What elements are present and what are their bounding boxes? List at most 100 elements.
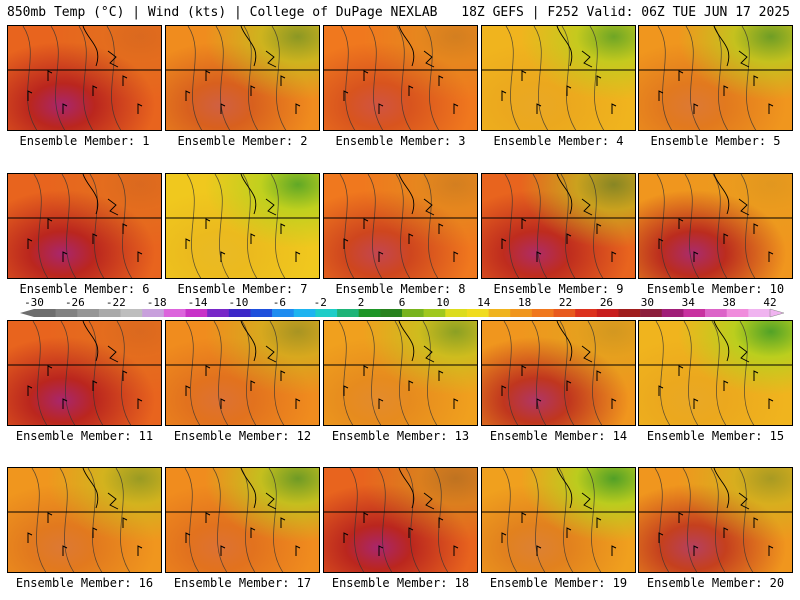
coastline: [713, 468, 750, 510]
panel-label: Ensemble Member: 12: [173, 429, 312, 443]
colorbar-swatch: [748, 309, 771, 317]
cool-anomaly: [482, 174, 635, 278]
ensemble-panel-20: [638, 467, 793, 573]
coastline: [240, 321, 277, 363]
wind-barbs: [185, 70, 301, 114]
panel-label: Ensemble Member: 8: [335, 282, 466, 296]
height-contours: [22, 26, 122, 130]
wind-barbs: [27, 218, 143, 262]
height-contours: [338, 321, 438, 425]
colorbar-arrow-right: [769, 308, 785, 318]
cool-anomaly: [166, 321, 319, 425]
cool-anomaly: [166, 26, 319, 130]
height-contours: [504, 174, 604, 278]
cool-anomaly: [324, 468, 477, 572]
wind-barbs: [501, 365, 617, 409]
ensemble-panel-10: [638, 173, 793, 279]
temperature-map: [324, 468, 477, 572]
colorbar-swatch: [272, 309, 295, 317]
cool-anomaly: [324, 174, 477, 278]
panel-label: Ensemble Member: 11: [15, 429, 154, 443]
height-contours: [184, 468, 284, 572]
colorbar-swatch: [683, 309, 706, 317]
temperature-map: [639, 174, 792, 278]
colorbar-swatch: [163, 309, 186, 317]
colorbar-swatch: [640, 309, 663, 317]
temperature-map: [482, 321, 635, 425]
cool-anomaly: [8, 468, 161, 572]
temperature-colorbar: -30 -26 -22 -18 -14 -10 -6 -2 2 6 10 14 18 22 26 30 34 38…: [0, 296, 800, 320]
colorbar-swatch: [250, 309, 273, 317]
cool-anomaly: [639, 26, 792, 130]
coastline: [398, 174, 435, 216]
colorbar-swatch: [488, 309, 511, 317]
colorbar-tick-label: -26: [64, 296, 85, 309]
coastline: [713, 321, 750, 363]
temperature-map: [639, 26, 792, 130]
cool-anomaly: [8, 174, 161, 278]
temperature-map: [166, 321, 319, 425]
colorbar-swatch: [98, 309, 121, 317]
colorbar-swatch: [77, 309, 100, 317]
colorbar-tick-label: 42: [763, 296, 777, 309]
temperature-map: [324, 321, 477, 425]
colorbar-swatches: [20, 308, 785, 318]
temperature-map: [639, 468, 792, 572]
colorbar-tick-label: 18: [518, 296, 532, 309]
cool-anomaly: [639, 321, 792, 425]
ensemble-panel-11: [7, 320, 162, 426]
colorbar-tick-label: 26: [599, 296, 614, 309]
height-contours: [503, 321, 603, 425]
panel-label: Ensemble Member: 1: [19, 134, 150, 148]
ensemble-panel-17: [165, 467, 320, 573]
colorbar-swatch: [228, 309, 251, 317]
wind-barbs: [27, 70, 143, 114]
colorbar-tick-label: 22: [558, 296, 573, 309]
coastline: [82, 321, 119, 363]
wind-barbs: [343, 512, 459, 556]
temperature-map: [482, 26, 635, 130]
panel-label: Ensemble Member: 2: [177, 134, 308, 148]
height-contours: [655, 321, 755, 425]
colorbar-tick-label: -6: [272, 296, 286, 309]
ensemble-panel-19: [481, 467, 636, 573]
panel-label: Ensemble Member: 16: [15, 576, 154, 590]
ensemble-panel-16: [7, 467, 162, 573]
wind-barbs: [185, 218, 301, 262]
coastline: [82, 468, 119, 510]
cool-anomaly: [166, 174, 319, 278]
ensemble-panel-9: [481, 173, 636, 279]
cool-anomaly: [8, 321, 161, 425]
ensemble-panel-8: [323, 173, 478, 279]
height-contours: [186, 174, 286, 278]
colorbar-tick-label: -10: [228, 296, 249, 309]
colorbar-swatch: [293, 309, 316, 317]
height-contours: [657, 26, 757, 130]
ensemble-panel-14: [481, 320, 636, 426]
colorbar-swatch: [402, 309, 424, 317]
height-contours: [505, 26, 605, 130]
colorbar-tick-label: 30: [640, 296, 654, 309]
cool-anomaly: [166, 468, 319, 572]
height-contours: [187, 26, 287, 130]
model-run-info: 18Z GEFS | F252 Valid: 06Z TUE JUN 17 20…: [461, 5, 790, 20]
colorbar-tick-label: -14: [187, 296, 208, 309]
panel-label: Ensemble Member: 14: [489, 429, 628, 443]
wind-barbs: [27, 512, 143, 556]
wind-barbs: [343, 70, 459, 114]
colorbar-swatch: [423, 309, 446, 317]
wind-barbs: [658, 512, 774, 556]
ensemble-panel-5: [638, 25, 793, 131]
wind-barbs: [658, 70, 774, 114]
wind-barbs: [658, 365, 774, 409]
panel-label: Ensemble Member: 6: [19, 282, 150, 296]
height-contours: [31, 468, 131, 572]
ensemble-panel-15: [638, 320, 793, 426]
temperature-map: [324, 174, 477, 278]
coastline: [556, 321, 593, 363]
temperature-map: [166, 26, 319, 130]
wind-barbs: [658, 218, 774, 262]
panel-label: Ensemble Member: 18: [331, 576, 470, 590]
coastline: [556, 468, 593, 510]
colorbar-swatch: [575, 309, 598, 317]
